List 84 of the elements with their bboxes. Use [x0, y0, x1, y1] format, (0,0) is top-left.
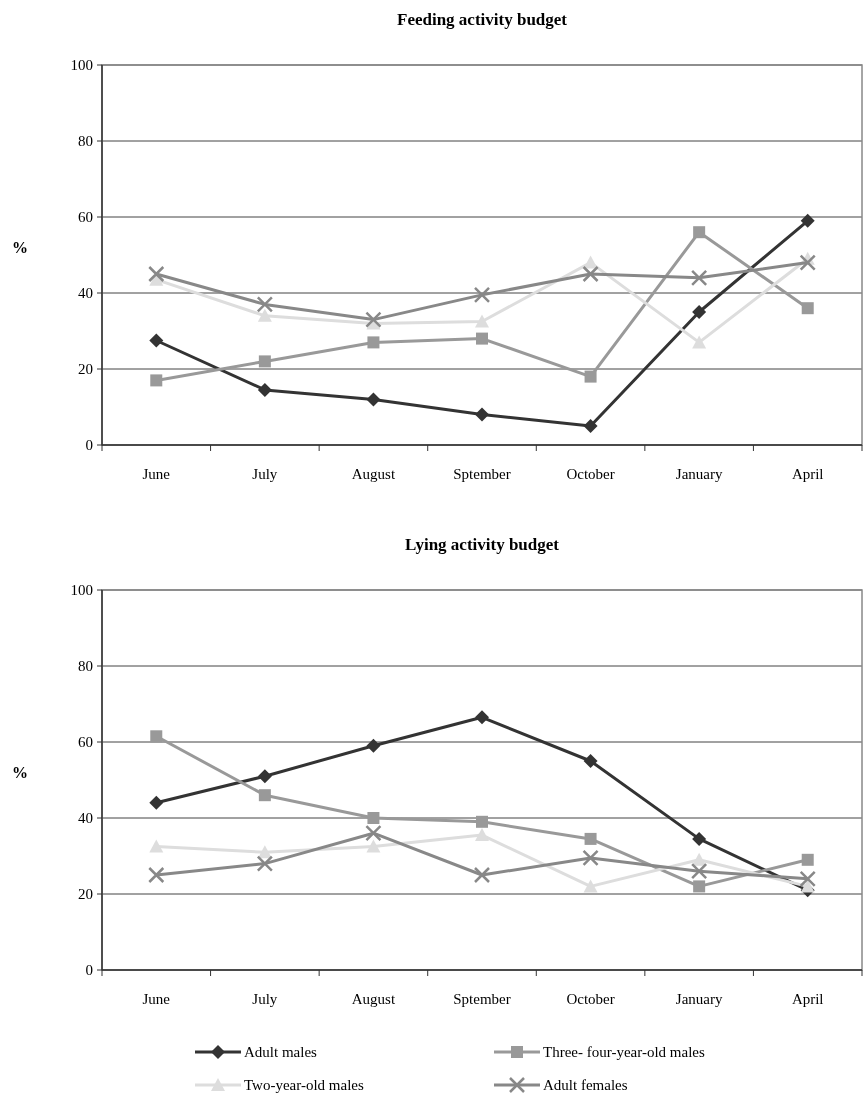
- legend-label: Two-year-old males: [244, 1077, 365, 1094]
- point: [150, 730, 163, 743]
- x-tick-label: April: [791, 991, 824, 1007]
- point: [257, 308, 272, 322]
- point: [258, 355, 271, 368]
- y-tick-label: 80: [78, 658, 93, 675]
- point: [801, 853, 814, 866]
- y-tick-label: 100: [70, 582, 93, 599]
- y-tick-label: 20: [78, 361, 93, 378]
- point: [149, 333, 164, 348]
- point: [690, 862, 708, 880]
- point: [473, 286, 491, 304]
- legend-label: Three- four-year-old males: [543, 1044, 705, 1061]
- y-tick-label: 0: [85, 437, 93, 454]
- point: [256, 296, 274, 313]
- x-tick-label: January: [675, 991, 723, 1007]
- point: [150, 374, 163, 387]
- point: [366, 839, 381, 853]
- x-tick-label: January: [675, 466, 723, 482]
- x-tick-label: August: [351, 991, 396, 1007]
- point: [584, 832, 597, 845]
- point: [148, 866, 165, 884]
- point: [257, 382, 272, 397]
- point: [583, 419, 598, 433]
- y-tick-label: 40: [78, 810, 93, 827]
- point: [366, 392, 381, 407]
- point: [473, 866, 491, 884]
- point: [476, 815, 488, 828]
- point: [800, 879, 815, 893]
- point: [582, 265, 599, 283]
- point: [149, 795, 164, 810]
- legend-label: Adult males: [244, 1044, 318, 1061]
- x-tick-label: July: [252, 466, 278, 482]
- point: [256, 855, 274, 872]
- point: [693, 880, 706, 893]
- x-tick-label: June: [142, 466, 171, 482]
- point: [799, 254, 816, 271]
- y-axis-title: %: [12, 239, 28, 256]
- y-tick-label: 40: [78, 285, 93, 302]
- y-tick-label: 60: [78, 734, 93, 751]
- point: [692, 852, 707, 866]
- point: [149, 839, 164, 853]
- point: [799, 870, 816, 888]
- x-tick-label: August: [351, 466, 396, 482]
- point: [475, 710, 489, 725]
- point: [475, 828, 489, 842]
- point: [475, 314, 489, 328]
- point: [800, 213, 815, 228]
- chart-title: Lying activity budget: [405, 535, 560, 554]
- y-tick-label: 0: [85, 962, 93, 979]
- point: [148, 265, 165, 283]
- point: [693, 226, 706, 239]
- point: [692, 831, 707, 846]
- point: [365, 311, 382, 328]
- point: [582, 849, 599, 867]
- point: [583, 879, 598, 893]
- point: [584, 370, 597, 383]
- x-tick-label: Sptember: [453, 991, 511, 1007]
- x-tick-label: July: [252, 991, 278, 1007]
- chart-title: Feeding activity budget: [397, 10, 568, 29]
- point: [258, 789, 271, 802]
- point: [583, 754, 598, 768]
- point: [475, 407, 489, 422]
- point: [692, 335, 707, 349]
- point: [476, 332, 488, 345]
- point: [801, 302, 814, 315]
- point: [367, 812, 380, 824]
- x-tick-label: April: [791, 466, 824, 482]
- y-tick-label: 60: [78, 209, 93, 226]
- point: [365, 824, 382, 842]
- x-tick-label: October: [566, 991, 615, 1007]
- y-tick-label: 80: [78, 133, 93, 150]
- y-axis-title: %: [12, 764, 28, 781]
- point: [367, 336, 380, 349]
- point: [257, 769, 272, 784]
- legend-label: Adult females: [543, 1077, 628, 1094]
- point: [366, 738, 381, 753]
- point: [690, 269, 708, 287]
- y-tick-label: 100: [70, 57, 93, 74]
- x-tick-label: October: [566, 466, 615, 482]
- x-tick-label: Sptember: [453, 466, 511, 482]
- y-tick-label: 20: [78, 886, 93, 903]
- x-tick-label: June: [142, 991, 171, 1007]
- point: [692, 305, 707, 319]
